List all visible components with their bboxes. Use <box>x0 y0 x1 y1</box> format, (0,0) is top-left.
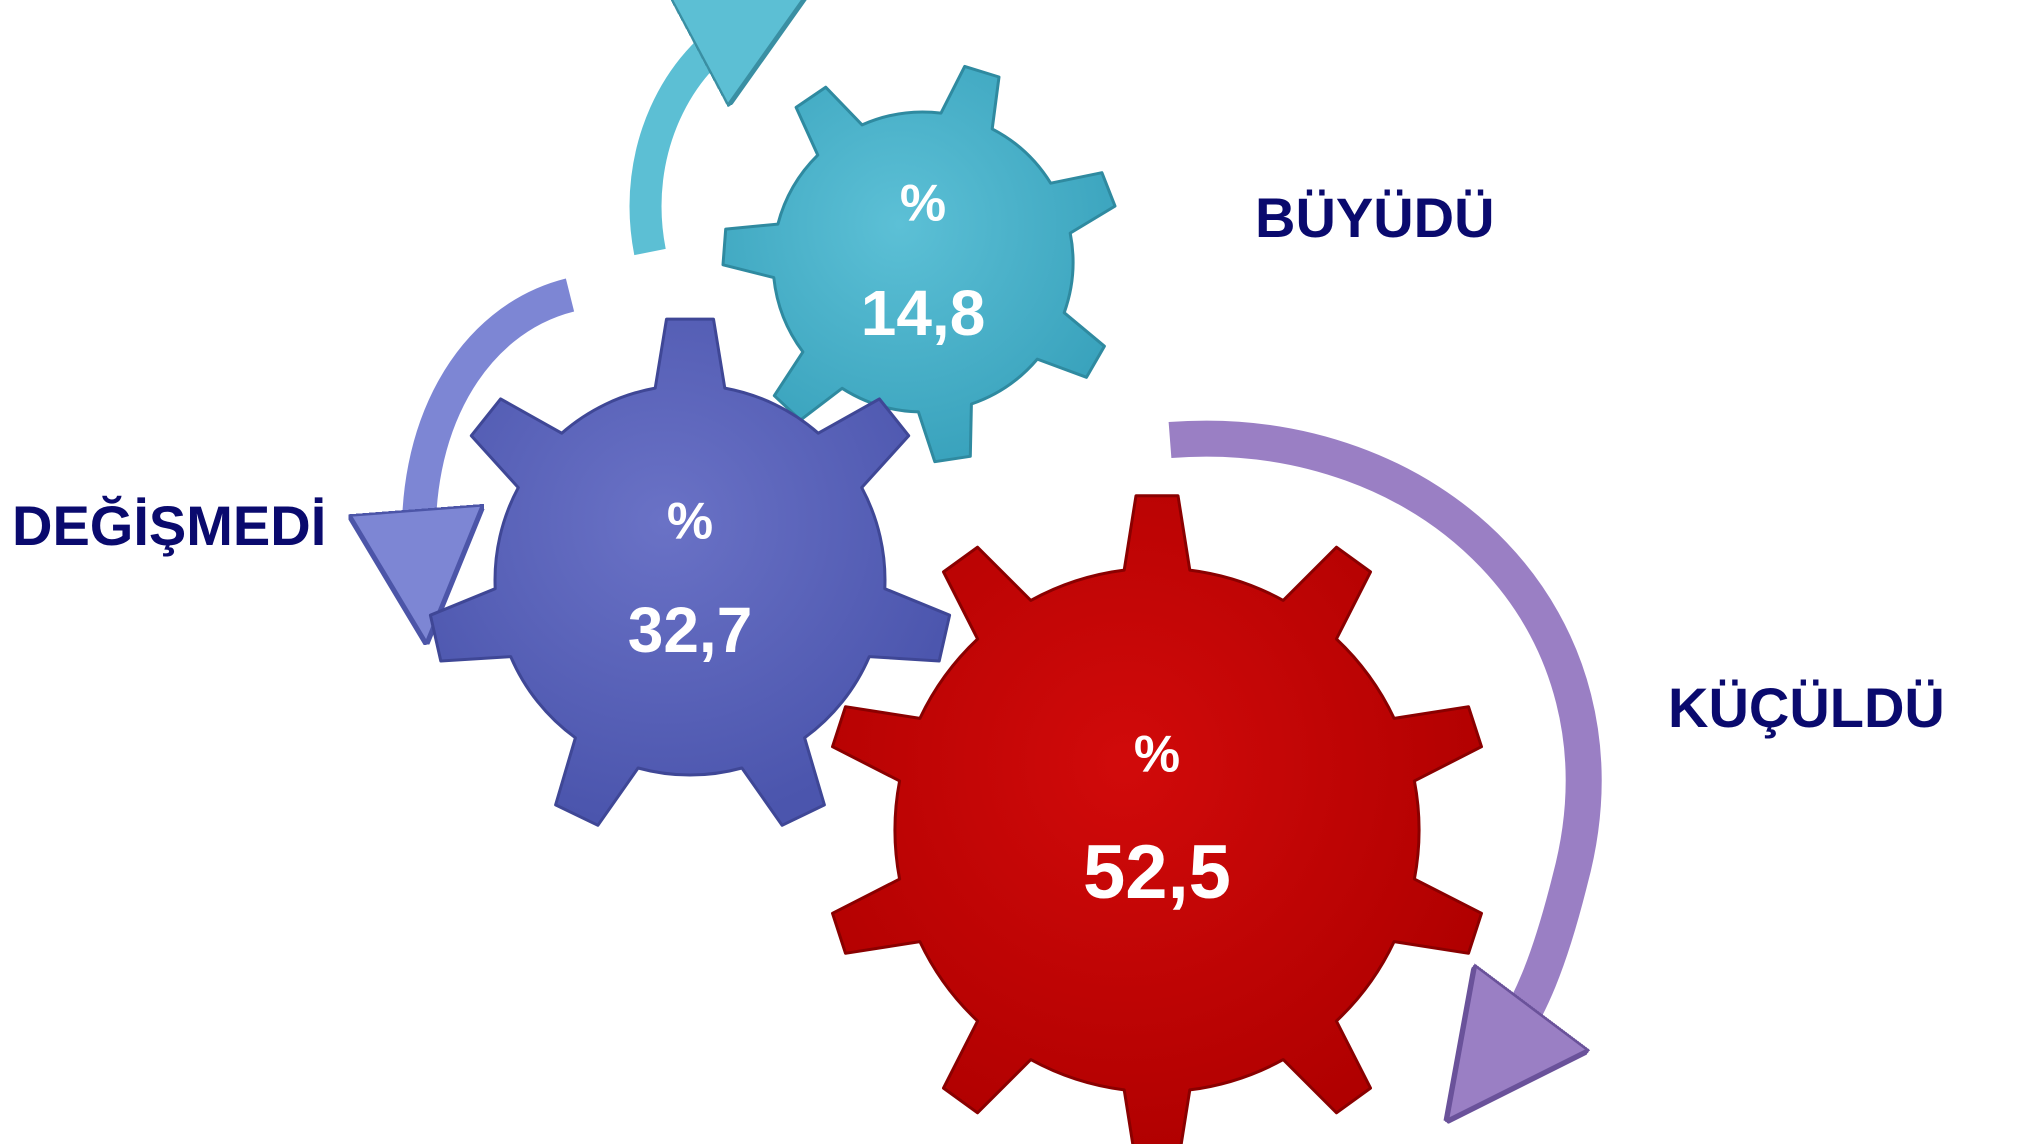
label: BÜYÜDÜ <box>1255 186 1495 249</box>
arrow <box>419 278 575 560</box>
percent-sign: % <box>667 493 713 551</box>
label: DEĞİŞMEDİ <box>12 494 326 557</box>
value: 32,7 <box>628 594 753 666</box>
value: 14,8 <box>861 277 986 349</box>
value: 52,5 <box>1083 830 1231 915</box>
gear <box>831 494 1483 1144</box>
arrow <box>1168 420 1602 1050</box>
gear <box>428 317 952 827</box>
gear <box>721 64 1117 464</box>
percent-sign: % <box>1134 726 1180 784</box>
arrow <box>629 28 740 256</box>
label: KÜÇÜLDÜ <box>1668 676 1945 739</box>
percent-sign: % <box>900 175 946 233</box>
